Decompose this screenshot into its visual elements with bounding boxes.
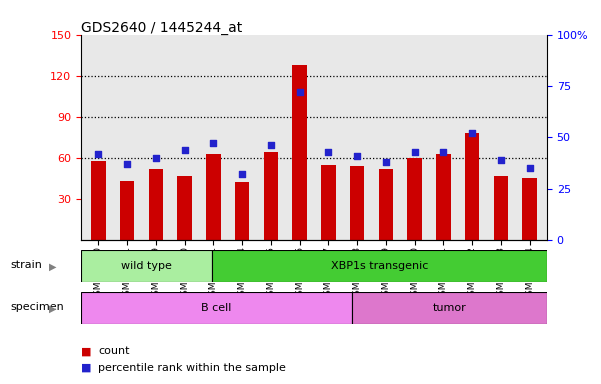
FancyBboxPatch shape bbox=[212, 250, 547, 282]
Bar bbox=[350, 166, 364, 240]
Bar bbox=[120, 181, 135, 240]
Point bbox=[180, 147, 189, 153]
Point bbox=[151, 155, 160, 161]
Point bbox=[468, 130, 477, 136]
Point bbox=[94, 151, 103, 157]
Point bbox=[266, 142, 276, 149]
FancyBboxPatch shape bbox=[352, 292, 547, 324]
Point bbox=[381, 159, 391, 165]
Bar bbox=[148, 169, 163, 240]
Point bbox=[209, 141, 218, 147]
Text: specimen: specimen bbox=[11, 302, 64, 312]
Bar bbox=[91, 161, 106, 240]
Point bbox=[525, 165, 534, 171]
Text: tumor: tumor bbox=[433, 303, 466, 313]
Text: ■: ■ bbox=[81, 346, 91, 356]
Bar bbox=[436, 154, 451, 240]
Bar bbox=[206, 154, 221, 240]
Text: ▶: ▶ bbox=[49, 262, 56, 271]
Text: B cell: B cell bbox=[201, 303, 232, 313]
Point bbox=[237, 171, 247, 177]
Text: ▶: ▶ bbox=[49, 304, 56, 314]
Text: ■: ■ bbox=[81, 363, 91, 373]
Point bbox=[123, 161, 132, 167]
Text: wild type: wild type bbox=[121, 261, 172, 271]
Bar bbox=[379, 169, 393, 240]
Text: XBP1s transgenic: XBP1s transgenic bbox=[331, 261, 428, 271]
Bar bbox=[321, 165, 335, 240]
Text: percentile rank within the sample: percentile rank within the sample bbox=[98, 363, 286, 373]
Point bbox=[323, 149, 333, 155]
FancyBboxPatch shape bbox=[81, 292, 352, 324]
Point bbox=[410, 149, 419, 155]
Point bbox=[496, 157, 505, 163]
Text: count: count bbox=[98, 346, 129, 356]
Bar bbox=[177, 175, 192, 240]
Bar bbox=[293, 65, 307, 240]
Text: GDS2640 / 1445244_at: GDS2640 / 1445244_at bbox=[81, 21, 242, 35]
Bar bbox=[522, 179, 537, 240]
Bar bbox=[407, 158, 422, 240]
Point bbox=[439, 149, 448, 155]
Bar bbox=[465, 133, 480, 240]
FancyBboxPatch shape bbox=[81, 250, 212, 282]
Bar bbox=[493, 175, 508, 240]
Bar bbox=[264, 152, 278, 240]
Point bbox=[295, 89, 305, 95]
Text: strain: strain bbox=[11, 260, 43, 270]
Point bbox=[352, 153, 362, 159]
Bar bbox=[235, 182, 249, 240]
